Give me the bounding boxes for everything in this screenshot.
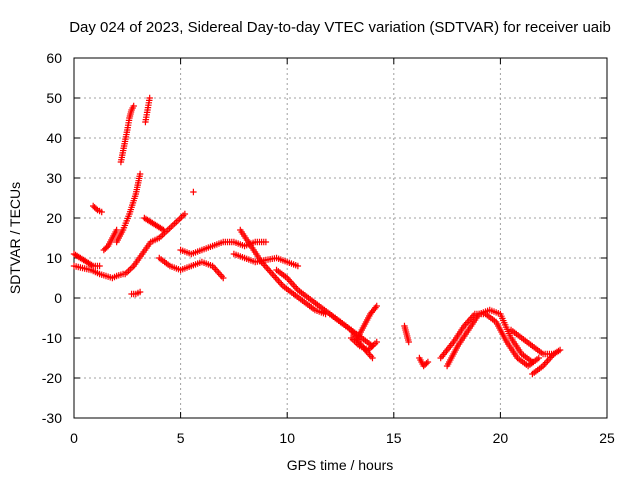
y-tick-label: -30 (42, 410, 62, 426)
chart-title: Day 024 of 2023, Sidereal Day-to-day VTE… (69, 19, 611, 36)
y-tick-label: 60 (46, 50, 62, 66)
x-tick-label: 20 (493, 430, 509, 446)
data-point-arc-10 (160, 226, 167, 234)
y-tick-label: 50 (46, 90, 62, 106)
y-tick-label: -20 (42, 370, 62, 386)
x-tick-label: 25 (599, 430, 615, 446)
x-axis-label: GPS time / hours (287, 457, 394, 473)
data-point-arc-9 (181, 210, 189, 218)
data-point-arc-7 (136, 288, 144, 296)
data-point-arc-14 (294, 262, 302, 270)
y-tick-label: -10 (42, 330, 62, 346)
x-tick-label: 0 (70, 430, 78, 446)
data-point-arc-11 (220, 274, 227, 282)
data-point-arc-20 (405, 338, 412, 346)
data-point-arc-19 (373, 338, 380, 346)
data-point-arc-21 (423, 360, 430, 367)
y-tick-label: 30 (46, 170, 62, 186)
x-tick-label: 15 (386, 430, 402, 446)
data-point-arc-4 (113, 226, 120, 234)
data-point-arc-12 (262, 238, 270, 246)
data-point-arc-21 (424, 358, 432, 366)
data-point-arc-3 (98, 208, 105, 216)
data-point-arc-23 (535, 354, 542, 362)
x-tick-label: 10 (279, 430, 295, 446)
y-tick-label: 40 (46, 130, 62, 146)
y-tick-label: 20 (46, 210, 62, 226)
data-point-arc-6 (136, 170, 144, 178)
grid (74, 58, 607, 418)
data-point-arc-3 (92, 205, 100, 212)
ticks: 0 5 10 15 20 25 -30 -20 -10 0 10 20 30 40 50 60 (42, 50, 615, 446)
y-tick-label: 10 (46, 250, 62, 266)
plot-frame (73, 57, 608, 419)
data-point-arc-4 (103, 244, 110, 251)
data-point-arc-18 (373, 302, 380, 310)
data-point-arc-5 (130, 102, 137, 110)
data-point-arc-25 (556, 346, 564, 354)
data-point-arc-17 (369, 354, 376, 362)
data-point-arc-13 (190, 188, 197, 196)
y-axis-label: SDTVAR / TECUs (7, 182, 23, 294)
y-tick-label: 0 (54, 290, 62, 306)
data-point-arc-1 (96, 262, 103, 270)
x-tick-label: 5 (177, 430, 185, 446)
data-point-arc-8 (146, 94, 153, 102)
data-points (70, 94, 564, 378)
